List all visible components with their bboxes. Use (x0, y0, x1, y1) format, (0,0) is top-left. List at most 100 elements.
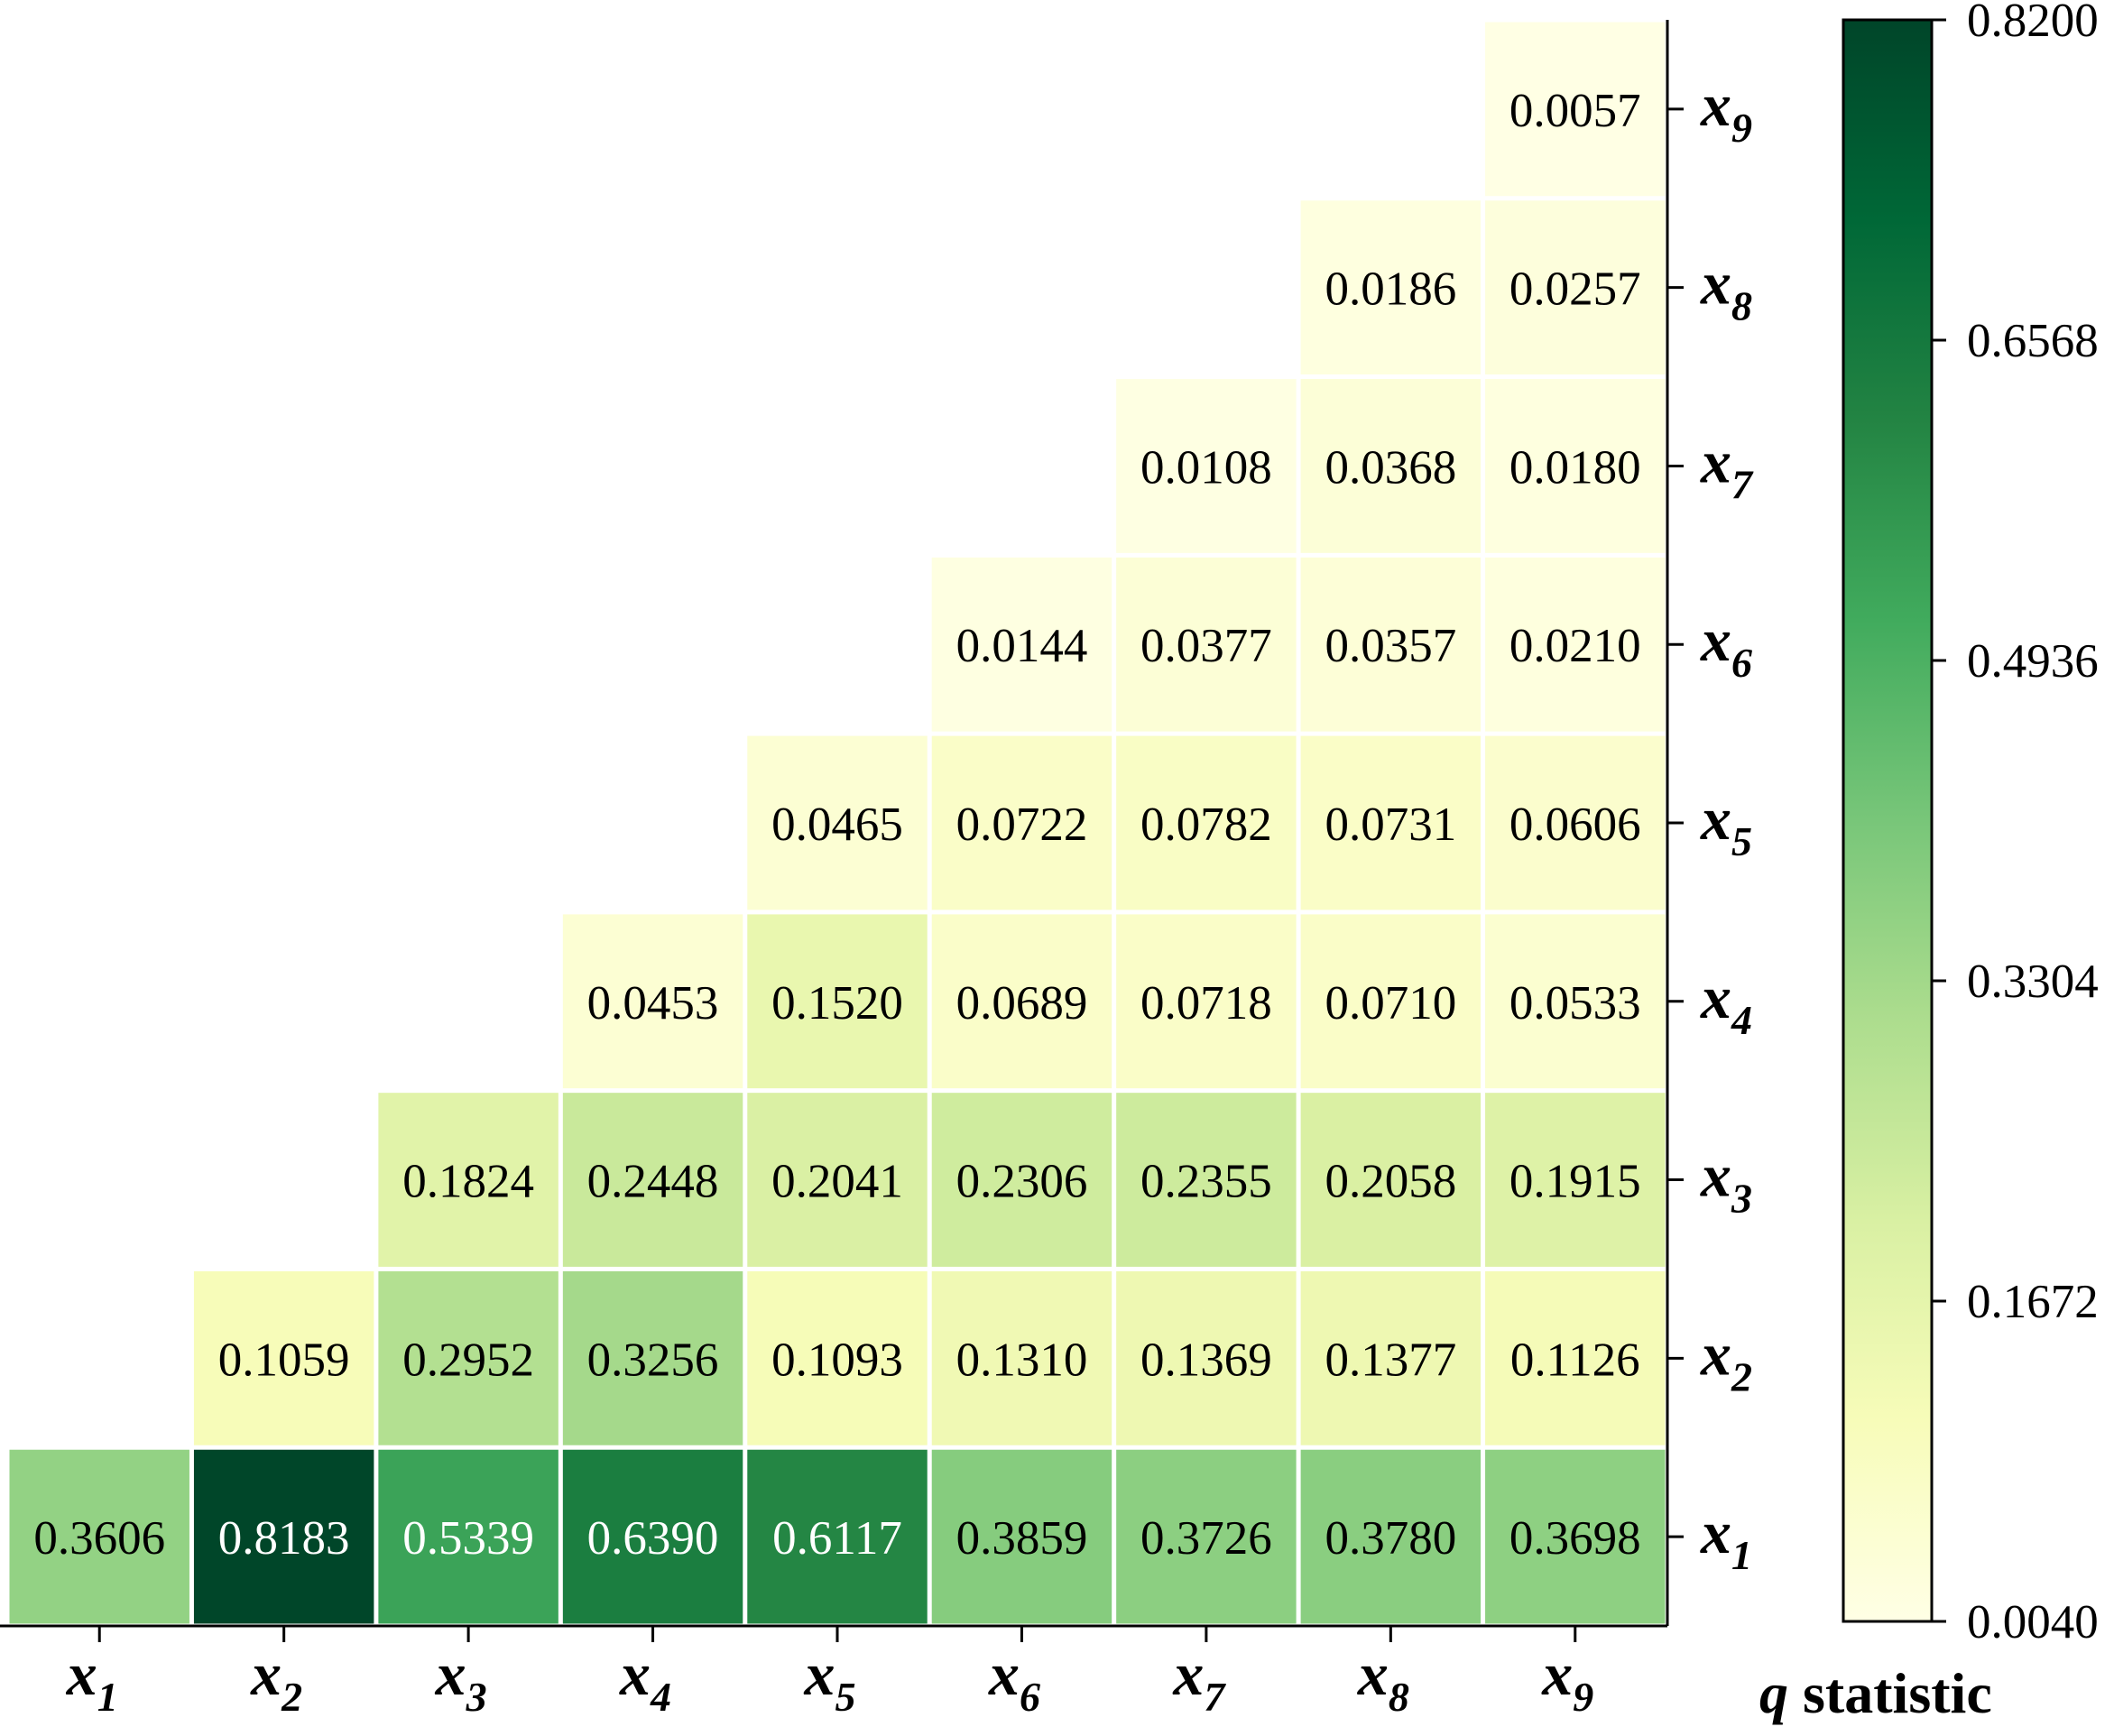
heatmap-cell-x5-x9 (1485, 735, 1666, 910)
cell-value-label: 0.3726 (1140, 1512, 1272, 1565)
y-tick-label: x1 (1700, 1498, 1752, 1578)
y-tick-label: x2 (1700, 1319, 1752, 1399)
heatmap-cell-x4-x4 (562, 914, 743, 1089)
heatmap-cell-x2-x3 (378, 1270, 559, 1445)
colorbar-tick-label: 0.0040 (1967, 1596, 2099, 1648)
heatmap-cell-x5-x7 (1116, 735, 1297, 910)
heatmap-cell-x4-x8 (1300, 914, 1482, 1089)
heatmap-cell-x4-x9 (1485, 914, 1666, 1089)
heatmap-cell-x9-x9 (1485, 22, 1666, 197)
cell-value-label: 0.0257 (1509, 263, 1641, 316)
cell-value-label: 0.0710 (1325, 977, 1456, 1030)
cell-value-label: 0.1520 (771, 977, 903, 1030)
colorbar: 0.0040 0.1672 0.3304 0.4936 0.6568 0.8200 q st… (1759, 0, 2099, 1725)
colorbar-tick-label: 0.3304 (1967, 956, 2099, 1008)
heatmap-cell-x2-x9 (1485, 1270, 1666, 1445)
colorbar-tick-label: 0.8200 (1967, 0, 2099, 47)
heatmap-cell-x1-x7 (1116, 1449, 1297, 1624)
heatmap-cell-x1-x8 (1300, 1449, 1482, 1624)
heatmap-cell-x5-x8 (1300, 735, 1482, 910)
heatmap-cell-x5-x6 (931, 735, 1112, 910)
heatmap-cell-x8-x8 (1300, 200, 1482, 375)
cell-value-label: 0.6390 (587, 1512, 719, 1565)
heatmap-cell-x6-x6 (931, 557, 1112, 732)
cell-value-label: 0.0782 (1140, 799, 1272, 851)
colorbar-tick-label: 0.4936 (1967, 635, 2099, 688)
heatmap-cell-x1-x5 (747, 1449, 928, 1624)
heatmap-cell-x2-x2 (193, 1270, 374, 1445)
cell-value-label: 0.0606 (1509, 799, 1641, 851)
heatmap-cell-x8-x9 (1485, 200, 1666, 375)
cell-value-label: 0.0057 (1509, 85, 1641, 137)
cell-value-label: 0.0144 (956, 620, 1088, 672)
heatmap-cell-x3-x3 (378, 1093, 559, 1267)
cell-value-label: 0.3859 (956, 1512, 1088, 1565)
heatmap-cell-x1-x1 (9, 1449, 189, 1624)
colorbar-tick-label: 0.6568 (1967, 315, 2099, 367)
cell-value-label: 0.3780 (1325, 1512, 1456, 1565)
y-tick-label: x3 (1700, 1141, 1752, 1222)
cell-value-label: 0.2306 (956, 1156, 1088, 1208)
y-tick-label: x8 (1700, 249, 1752, 329)
heatmap-cell-x2-x5 (747, 1270, 928, 1445)
x-tick-label: x9 (1541, 1639, 1593, 1720)
heatmap-cell-x6-x7 (1116, 557, 1297, 732)
colorbar-title: q statistic (1759, 1661, 1992, 1725)
cell-value-label: 0.0357 (1325, 620, 1456, 672)
heatmap-cell-x6-x8 (1300, 557, 1482, 732)
cell-value-label: 0.0210 (1509, 620, 1641, 672)
colorbar-gradient (1842, 18, 1934, 1623)
heatmap-cell-x7-x7 (1116, 379, 1297, 553)
heatmap-cell-x2-x4 (562, 1270, 743, 1445)
cell-value-label: 0.1126 (1510, 1334, 1640, 1386)
heatmap-axes: x1 x2 x3 x4 x5 x6 x7 x8 x9 x1 x2 x3 x4 x5 x6 x7 x8 x9 (0, 20, 1754, 1720)
x-tick-label: x8 (1357, 1639, 1409, 1720)
heatmap-cell-x4-x7 (1116, 914, 1297, 1089)
cell-value-label: 0.0722 (956, 799, 1088, 851)
x-tick-label: x2 (250, 1639, 302, 1720)
cell-value-label: 0.0180 (1509, 441, 1641, 494)
heatmap-cell-x3-x7 (1116, 1093, 1297, 1267)
cell-value-label: 0.2355 (1140, 1156, 1272, 1208)
cell-value-label: 0.1824 (402, 1156, 534, 1208)
cell-value-label: 0.0368 (1325, 441, 1456, 494)
cell-value-label: 0.0377 (1140, 620, 1272, 672)
cell-value-label: 0.2952 (402, 1334, 534, 1386)
cell-value-label: 0.0718 (1140, 977, 1272, 1030)
cell-value-label: 0.1377 (1325, 1334, 1456, 1386)
cell-value-label: 0.2448 (587, 1156, 719, 1208)
heatmap-cell-x3-x6 (931, 1093, 1112, 1267)
heatmap-cell-x4-x5 (747, 914, 928, 1089)
heatmap-cell-x4-x6 (931, 914, 1112, 1089)
cell-value-label: 0.3606 (33, 1512, 165, 1565)
heatmap-cell-x1-x6 (931, 1449, 1112, 1624)
cell-value-label: 0.0465 (771, 799, 903, 851)
heatmap-cell-x2-x7 (1116, 1270, 1297, 1445)
cell-value-label: 0.3256 (587, 1334, 719, 1386)
heatmap-cell-x7-x9 (1485, 379, 1666, 553)
heatmap-cell-x3-x4 (562, 1093, 743, 1267)
cell-value-label: 0.0689 (956, 977, 1088, 1030)
cell-value-label: 0.5339 (402, 1512, 534, 1565)
cell-value-label: 0.1059 (218, 1334, 350, 1386)
heatmap-cell-x3-x9 (1485, 1093, 1666, 1267)
cell-value-label: 0.1093 (771, 1334, 903, 1386)
colorbar-tick-label: 0.1672 (1967, 1276, 2099, 1328)
cell-value-label: 0.0108 (1140, 441, 1272, 494)
cell-value-label: 0.3698 (1509, 1512, 1641, 1565)
cell-value-label: 0.6117 (772, 1512, 902, 1565)
x-tick-label: x4 (619, 1639, 671, 1720)
y-tick-label: x6 (1700, 605, 1752, 686)
heatmap-cell-x7-x8 (1300, 379, 1482, 553)
heatmap-cells: 0.3606 0.8183 0.5339 0.6390 0.6117 0.3859 0.37… (9, 22, 1666, 1624)
heatmap-cell-x2-x8 (1300, 1270, 1482, 1445)
x-tick-label: x6 (988, 1639, 1040, 1720)
x-tick-label: x5 (804, 1639, 856, 1720)
cell-value-label: 0.0731 (1325, 799, 1456, 851)
cell-value-label: 0.1310 (956, 1334, 1088, 1386)
heatmap-cell-x1-x9 (1485, 1449, 1666, 1624)
heatmap-cell-x6-x9 (1485, 557, 1666, 732)
cell-value-label: 0.1369 (1140, 1334, 1272, 1386)
heatmap-cell-x1-x3 (378, 1449, 559, 1624)
x-tick-label: x7 (1172, 1639, 1226, 1720)
